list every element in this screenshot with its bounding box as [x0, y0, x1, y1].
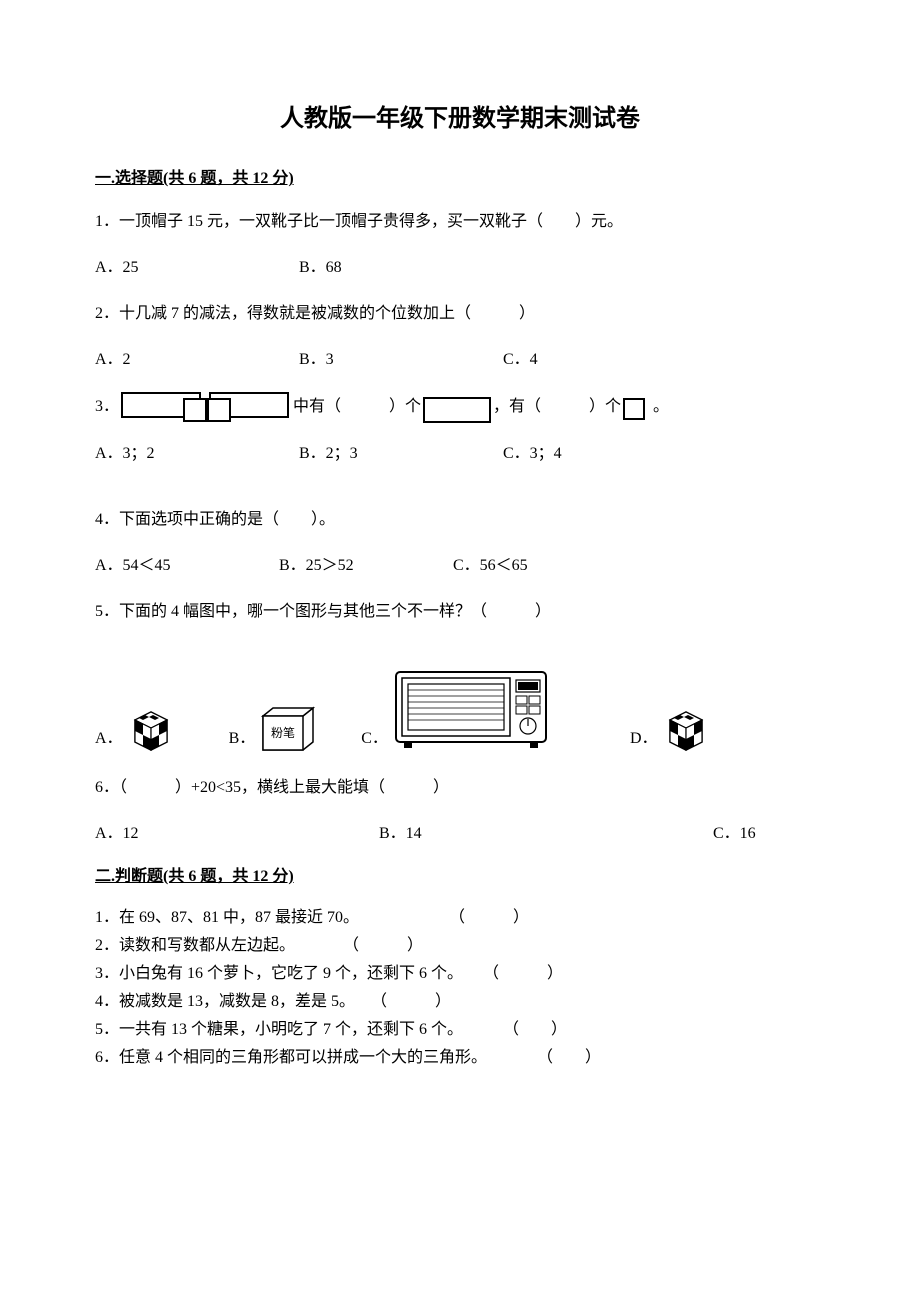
rect-large-icon	[423, 397, 491, 423]
q3-suffix: 。	[653, 391, 669, 423]
tf-5-text: 5．一共有 13 个糖果，小明吃了 7 个，还剩下 6 个。	[95, 1016, 463, 1044]
chalkbox-label: 粉笔	[271, 725, 295, 740]
q3-option-a: A．3；2	[95, 438, 295, 470]
tf-6-text: 6．任意 4 个相同的三角形都可以拼成一个大的三角形。	[95, 1044, 487, 1072]
q1-options: A．25 B．68	[95, 252, 825, 284]
q6-option-b: B．14	[379, 818, 709, 850]
q4-option-c: C．56＜65	[453, 550, 528, 582]
q3-mid1: 中有（ ）个	[293, 391, 421, 423]
q1-option-a: A．25	[95, 252, 295, 284]
tf-1-text: 1．在 69、87、81 中，87 最接近 70。	[95, 904, 359, 932]
q3-prefix: 3．	[95, 391, 119, 423]
section-2-header: 二.判断题(共 6 题，共 12 分)	[95, 864, 825, 890]
exam-title: 人教版一年级下册数学期末测试卷	[95, 100, 825, 138]
q2-option-c: C．4	[503, 344, 538, 376]
tf-paren: （ ）	[483, 960, 563, 988]
q6-option-c: C．16	[713, 818, 756, 850]
rect-small-icon	[207, 398, 231, 422]
cube-checker-icon	[662, 706, 708, 752]
q6-text: 6．（ ）+20<35，横线上最大能填（ ）	[95, 772, 825, 804]
tf-3-text: 3．小白兔有 16 个萝卜，它吃了 9 个，还剩下 6 个。	[95, 960, 463, 988]
q5-option-d-label: D．	[630, 726, 658, 752]
tf-list: 1．在 69、87、81 中，87 最接近 70。 （ ） 2．读数和写数都从左…	[95, 904, 825, 1072]
tf-paren: （ ）	[371, 988, 451, 1016]
q3-options: A．3；2 B．2；3 C．3；4	[95, 438, 825, 470]
q5-option-b-label: B．	[229, 726, 256, 752]
tf-paren: （ ）	[537, 1044, 601, 1072]
q2-text: 2．十几减 7 的减法，得数就是被减数的个位数加上（ ）	[95, 298, 825, 330]
q3-mid2: ，有（ ）个	[493, 391, 621, 423]
tf-paren: （ ）	[449, 904, 529, 932]
q1-option-b: B．68	[299, 252, 342, 284]
chalkbox-icon: 粉笔	[259, 704, 317, 752]
q6-options: A．12 B．14 C．16	[95, 818, 825, 850]
q4-option-b: B．25＞52	[279, 550, 449, 582]
q1-text: 1．一顶帽子 15 元，一双靴子比一顶帽子贵得多，买一双靴子（ ）元。	[95, 206, 825, 238]
q6-option-a: A．12	[95, 818, 375, 850]
q3-shapes-group	[121, 390, 291, 424]
tf-paren: （ ）	[503, 1016, 567, 1044]
cube-checker-icon	[127, 706, 173, 752]
rect-small-icon	[183, 398, 207, 422]
q4-text: 4．下面选项中正确的是（ ）。	[95, 504, 825, 536]
q5-option-a-label: A．	[95, 726, 123, 752]
q5-text: 5．下面的 4 幅图中，哪一个图形与其他三个不一样？（ ）	[95, 596, 825, 628]
q4-options: A．54＜45 B．25＞52 C．56＜65	[95, 550, 825, 582]
q2-option-b: B．3	[299, 344, 499, 376]
tf-4-text: 4．被减数是 13，减数是 8，差是 5。	[95, 988, 355, 1016]
section-1-header: 一.选择题(共 6 题，共 12 分)	[95, 166, 825, 192]
q2-options: A．2 B．3 C．4	[95, 344, 825, 376]
tf-2-text: 2．读数和写数都从左边起。	[95, 932, 295, 960]
q4-option-a: A．54＜45	[95, 550, 275, 582]
q3-option-c: C．3；4	[503, 438, 562, 470]
q2-option-a: A．2	[95, 344, 295, 376]
q3-line: 3． 中有（ ）个 ，有（ ）个 。	[95, 390, 825, 424]
q3-option-b: B．2；3	[299, 438, 499, 470]
microwave-icon	[392, 664, 552, 752]
q5-options: A． B． 粉笔 C．	[95, 664, 825, 752]
tf-paren: （ ）	[343, 932, 423, 960]
q5-option-c-label: C．	[361, 726, 388, 752]
rect-small-icon	[623, 398, 645, 420]
